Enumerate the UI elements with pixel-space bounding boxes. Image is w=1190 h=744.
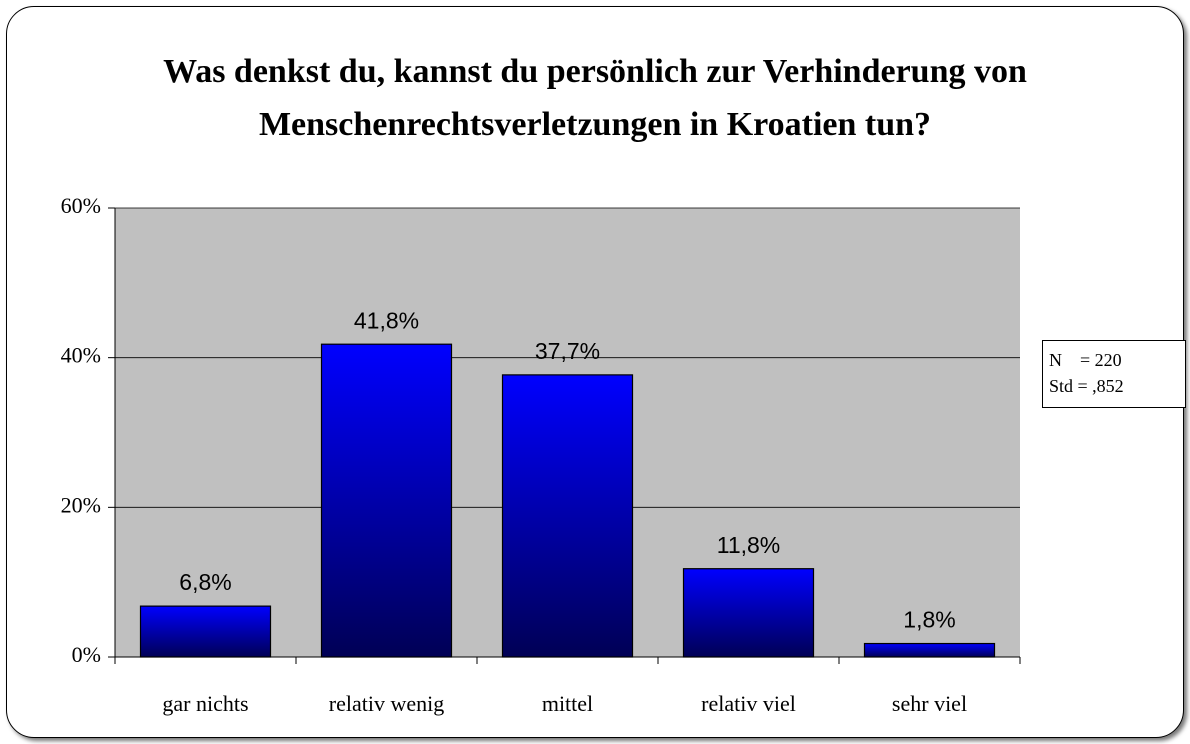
x-tick-label: sehr viel — [892, 691, 967, 716]
stat-line: N = 220 — [1049, 350, 1122, 370]
y-tick-label: 40% — [61, 343, 101, 368]
y-tick-label: 60% — [61, 193, 101, 218]
y-tick-label: 20% — [61, 492, 101, 517]
y-tick-label: 0% — [72, 642, 101, 667]
value-label: 6,8% — [179, 569, 231, 595]
chart-title: Was denkst du, kannst du persönlich zur … — [163, 53, 1027, 143]
x-tick-label: relativ viel — [701, 691, 796, 716]
value-label: 41,8% — [354, 307, 419, 333]
bar — [863, 642, 996, 658]
stat-line: Std = ,852 — [1049, 376, 1124, 396]
value-label: 1,8% — [903, 607, 955, 633]
value-label: 11,8% — [717, 532, 781, 558]
bar — [139, 605, 272, 658]
x-tick-label: gar nichts — [162, 691, 248, 716]
bar — [501, 374, 634, 658]
stats-box: N = 220 Std = ,852 — [1042, 340, 1186, 408]
x-tick-label: mittel — [542, 691, 593, 716]
value-label: 37,7% — [535, 338, 600, 364]
bar — [320, 343, 453, 658]
x-tick-label: relativ wenig — [329, 691, 444, 716]
bar — [682, 568, 815, 658]
